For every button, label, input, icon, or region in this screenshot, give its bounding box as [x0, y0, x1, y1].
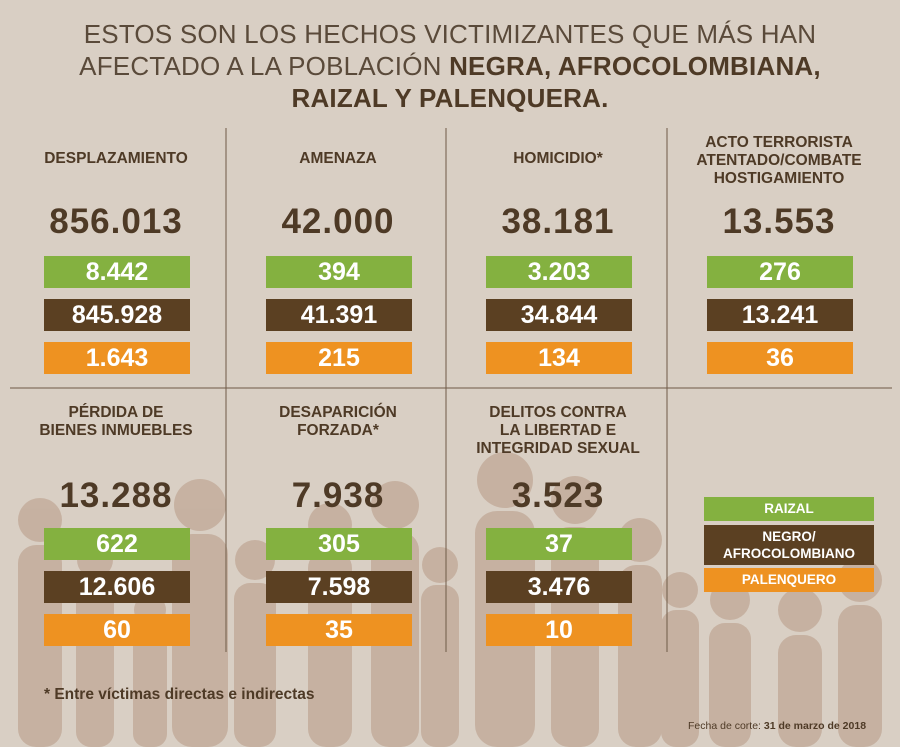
event-total: 3.523	[511, 476, 605, 515]
value-raizal: 305	[266, 528, 412, 560]
event-label: DESAPARICIÓN FORZADA*	[226, 404, 450, 440]
value-palenquero: 35	[266, 614, 412, 646]
footnote: * Entre víctimas directas e indirectas	[44, 686, 315, 703]
event-label: AMENAZA	[226, 150, 450, 168]
value-palenquero: 10	[486, 614, 632, 646]
event-label-line: FORZADA*	[297, 422, 379, 439]
event-label-line: ATENTADO/COMBATE	[696, 152, 862, 169]
event-label-line: DESPLAZAMIENTO	[44, 150, 188, 167]
event-label: DESPLAZAMIENTO	[4, 150, 228, 168]
value-palenquero: 215	[266, 342, 412, 374]
value-negro: 41.391	[266, 299, 412, 331]
event-total: 42.000	[281, 202, 395, 241]
legend-raizal: RAIZAL	[704, 497, 874, 521]
legend-negro-line-1: NEGRO/	[762, 529, 816, 544]
title-line-1: ESTOS SON LOS HECHOS VICTIMIZANTES QUE M…	[83, 19, 817, 49]
title-line-2-bold: NEGRA, AFROCOLOMBIANA,	[449, 51, 821, 81]
page-title: ESTOS SON LOS HECHOS VICTIMIZANTES QUE M…	[0, 18, 900, 114]
event-cell: DELITOS CONTRA LA LIBERTAD E INTEGRIDAD SE…	[446, 388, 670, 648]
value-palenquero: 60	[44, 614, 190, 646]
event-cell: ACTO TERRORISTA ATENTADO/COMBATE HOSTIGAMI…	[667, 128, 891, 388]
legend-negro: NEGRO/ AFROCOLOMBIANO	[704, 525, 874, 565]
event-label: HOMICIDIO*	[446, 150, 670, 168]
event-label-line: PÉRDIDA DE	[68, 404, 164, 421]
value-palenquero: 134	[486, 342, 632, 374]
value-raizal: 622	[44, 528, 190, 560]
event-cell: DESAPARICIÓN FORZADA* 7.938 305 7.598 35	[226, 388, 450, 648]
title-line-3: RAIZAL Y PALENQUERA.	[0, 82, 900, 114]
value-raizal: 3.203	[486, 256, 632, 288]
event-total: 13.288	[59, 476, 173, 515]
event-total: 38.181	[501, 202, 615, 241]
value-raizal: 37	[486, 528, 632, 560]
event-cell: AMENAZA 42.000 394 41.391 215	[226, 128, 450, 388]
event-label: ACTO TERRORISTA ATENTADO/COMBATE HOSTIGAMI…	[667, 134, 891, 188]
value-raizal: 394	[266, 256, 412, 288]
event-label-line: ACTO TERRORISTA	[705, 134, 853, 151]
event-cell: HOMICIDIO* 38.181 3.203 34.844 134	[446, 128, 670, 388]
value-raizal: 8.442	[44, 256, 190, 288]
event-label-line: DELITOS CONTRA	[489, 404, 627, 421]
cutoff-date-value: 31 de marzo de 2018	[763, 720, 867, 732]
event-label: DELITOS CONTRA LA LIBERTAD E INTEGRIDAD SE…	[446, 404, 670, 458]
legend-negro-line-2: AFROCOLOMBIANO	[723, 546, 855, 561]
legend-palenquero: PALENQUERO	[704, 568, 874, 592]
title-line-3-bold: RAIZAL Y PALENQUERA.	[291, 83, 609, 113]
value-negro: 34.844	[486, 299, 632, 331]
event-label-line: AMENAZA	[299, 150, 377, 167]
title-line-2: AFECTADO A LA POBLACIÓN NEGRA, AFROCOLOM…	[0, 50, 900, 82]
cutoff-date: Fecha de corte: 31 de marzo de 2018	[688, 720, 866, 732]
value-negro: 845.928	[44, 299, 190, 331]
event-cell: PÉRDIDA DE BIENES INMUEBLES 13.288 622 12.60…	[4, 388, 228, 648]
event-label-line: DESAPARICIÓN	[279, 404, 397, 421]
value-negro: 3.476	[486, 571, 632, 603]
event-label-line: LA LIBERTAD E	[499, 422, 617, 439]
event-total: 856.013	[49, 202, 183, 241]
value-negro: 12.606	[44, 571, 190, 603]
value-negro: 7.598	[266, 571, 412, 603]
value-raizal: 276	[707, 256, 853, 288]
value-negro: 13.241	[707, 299, 853, 331]
event-label-line: HOMICIDIO*	[513, 150, 603, 167]
event-label-line: INTEGRIDAD SEXUAL	[476, 440, 640, 457]
event-label-line: BIENES INMUEBLES	[39, 422, 193, 439]
event-label: PÉRDIDA DE BIENES INMUEBLES	[4, 404, 228, 440]
event-label-line: HOSTIGAMIENTO	[713, 170, 845, 187]
event-total: 7.938	[291, 476, 385, 515]
title-line-2-regular: AFECTADO A LA POBLACIÓN	[79, 51, 442, 81]
event-total: 13.553	[722, 202, 836, 241]
event-cell: DESPLAZAMIENTO 856.013 8.442 845.928 1.643	[4, 128, 228, 388]
value-palenquero: 36	[707, 342, 853, 374]
cutoff-date-label: Fecha de corte:	[688, 720, 761, 732]
value-palenquero: 1.643	[44, 342, 190, 374]
